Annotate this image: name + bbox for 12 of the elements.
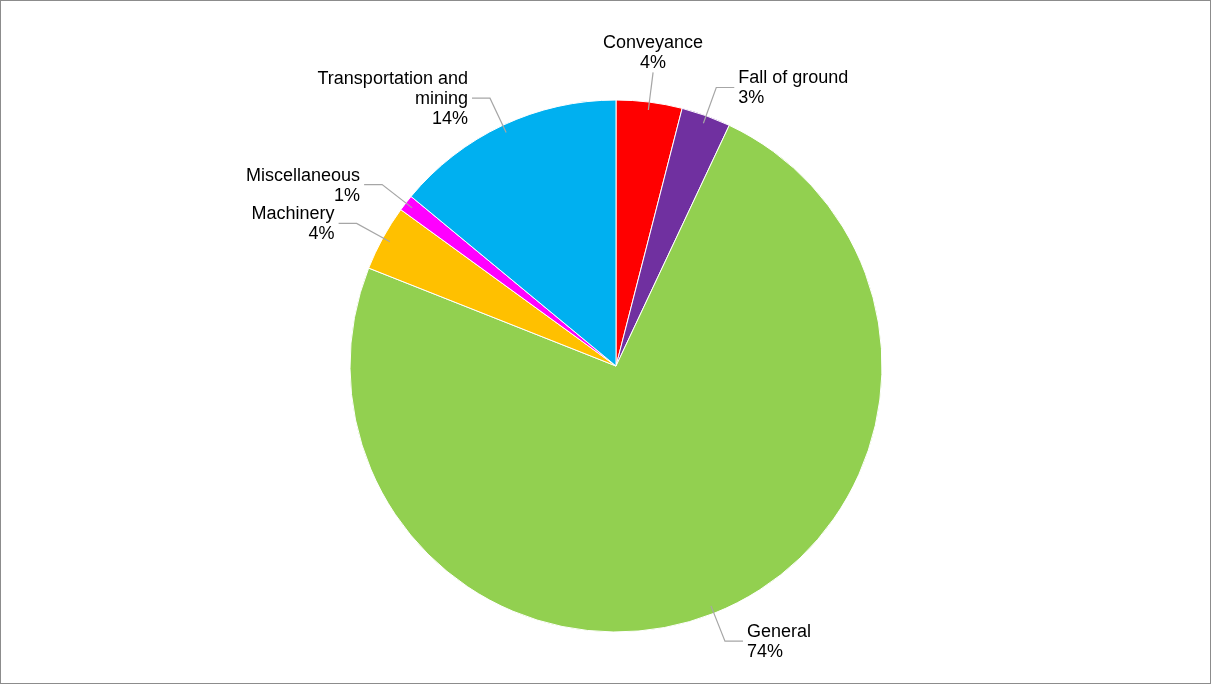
data-label: 4% (308, 223, 335, 244)
slice-label: Machinery (251, 203, 335, 224)
data-label: 14% (431, 108, 468, 129)
data-label: 74% (746, 641, 783, 662)
slice-label: General (746, 621, 812, 642)
slice-label: Transportation and mining (317, 68, 468, 109)
slice-label: Conveyance (603, 32, 704, 53)
slice-label: Fall of ground (738, 67, 849, 88)
slice-label: Miscellaneous (246, 164, 361, 185)
data-label: 4% (640, 52, 667, 73)
data-label: 1% (334, 184, 361, 205)
data-label: 3% (738, 87, 765, 108)
